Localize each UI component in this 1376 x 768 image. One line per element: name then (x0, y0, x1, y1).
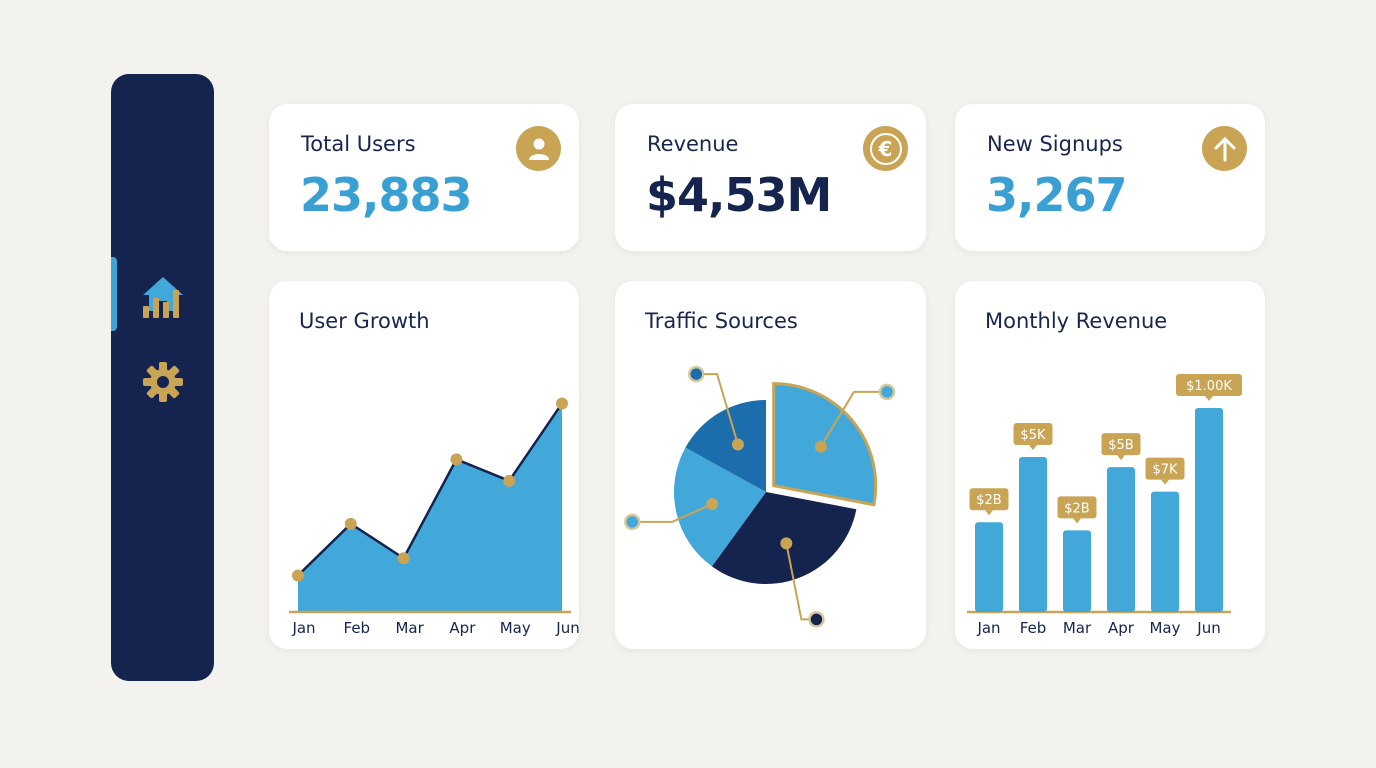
user-growth-card: User Growth Jan Feb Mar Apr May Jun (269, 281, 579, 649)
data-point (292, 569, 304, 582)
data-label-pointer (1029, 444, 1037, 450)
data-label: $2B (1064, 501, 1089, 516)
kpi-label: Total Users (301, 132, 416, 156)
data-label: $1.00K (1186, 379, 1232, 394)
x-tick-label: Jun (1196, 619, 1220, 637)
data-label: $7K (1152, 463, 1178, 478)
x-tick-label: Feb (344, 619, 371, 637)
gear-icon (142, 362, 183, 402)
data-point (556, 397, 568, 410)
leader-marker (808, 611, 825, 628)
traffic-sources-card: Traffic Sources (615, 281, 926, 649)
kpi-value: $4,53M (646, 168, 832, 222)
leader-dot (814, 440, 827, 453)
kpi-card-revenue: Revenue $4,53M € (615, 104, 926, 251)
data-point (450, 453, 463, 466)
leader-dot (731, 438, 744, 451)
x-tick-label: Mar (395, 619, 424, 637)
kpi-label: New Signups (987, 132, 1123, 156)
chart-title: Monthly Revenue (985, 309, 1168, 333)
data-label-badge (1057, 496, 1097, 519)
bar (1063, 530, 1091, 612)
data-label-pointer (1205, 396, 1213, 401)
data-label-pointer (1117, 455, 1125, 461)
bar (1019, 456, 1047, 612)
traffic-sources-chart (624, 365, 896, 628)
kpi-card-new-signups: New Signups 3,267 (955, 104, 1265, 251)
area-fill (298, 403, 562, 612)
euro-icon: € (863, 126, 908, 171)
x-tick-label: Apr (1108, 619, 1135, 637)
chart-title: User Growth (299, 309, 430, 333)
kpi-label: Revenue (647, 132, 739, 156)
chart-title: Traffic Sources (645, 309, 798, 333)
sidebar (111, 74, 214, 681)
x-tick-label: Jun (555, 619, 579, 637)
x-tick-label: Apr (449, 619, 476, 637)
bar (1107, 467, 1135, 612)
pie-slice (674, 447, 766, 567)
series-line (297, 402, 564, 577)
kpi-value: 3,267 (986, 168, 1128, 222)
sidebar-item-settings[interactable] (111, 352, 214, 412)
kpi-value: 23,883 (300, 168, 473, 222)
data-label-pointer (985, 510, 993, 516)
sidebar-item-analytics-btn[interactable] (111, 270, 214, 330)
data-label-badge (1013, 422, 1053, 445)
bar-chart-icon (142, 290, 179, 318)
data-label-pointer (1073, 518, 1081, 524)
leader-marker (624, 513, 641, 531)
user-icon (516, 126, 561, 171)
x-tick-label: Feb (1020, 619, 1047, 637)
data-label: $5B (1108, 438, 1133, 453)
x-tick-label: May (500, 619, 531, 637)
monthly-revenue-card: Monthly Revenue $2B Jan $5K Feb $2B Mar $5B Apr… (955, 281, 1265, 649)
data-point (503, 474, 516, 487)
x-tick-label: Jan (976, 619, 1000, 637)
x-tick-label: Jan (291, 619, 315, 637)
arrow-up-icon (1202, 126, 1247, 171)
data-label: $5K (1020, 428, 1046, 443)
data-point (397, 552, 410, 565)
leader-marker (688, 365, 705, 383)
leader-marker (878, 383, 896, 401)
leader-line (632, 503, 713, 523)
leader-dot (706, 498, 719, 511)
data-label-badge (1145, 457, 1185, 480)
data-label-badge (1176, 374, 1242, 396)
leader-line (820, 390, 887, 448)
x-tick-label: May (1149, 619, 1180, 637)
x-tick-label: Mar (1063, 619, 1092, 637)
data-label-pointer (1161, 479, 1169, 485)
user-growth-chart: Jan Feb Mar Apr May Jun (289, 397, 579, 637)
data-label-badge (969, 488, 1009, 511)
leader-dot (780, 537, 793, 550)
data-label: $2B (976, 493, 1001, 508)
kpi-card-total-users: Total Users 23,883 (269, 104, 579, 251)
pie-slice (685, 400, 766, 492)
monthly-revenue-chart: $2B Jan $5K Feb $2B Mar $5B Apr $7K May $1.00K Jun (967, 374, 1242, 637)
bar (1151, 491, 1179, 612)
data-point (344, 517, 357, 530)
bar (975, 522, 1003, 612)
data-label-badge (1101, 433, 1141, 456)
bar (1195, 408, 1223, 612)
